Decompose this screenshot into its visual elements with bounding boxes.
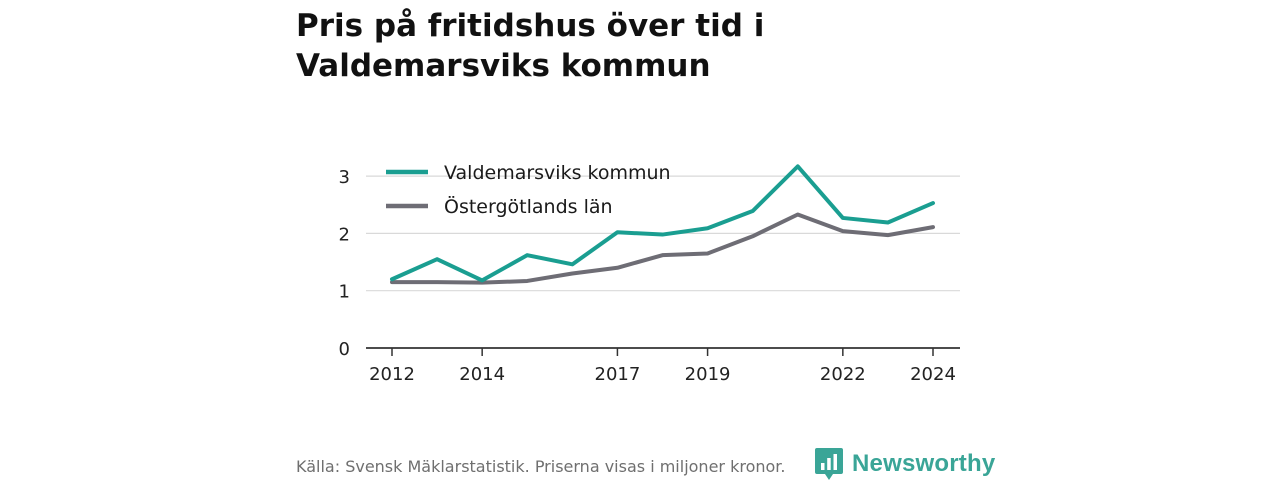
brand-logo[interactable]: Newsworthy [814,446,995,482]
legend-label-2: Östergötlands län [444,195,613,218]
x-tick-label-2017: 2017 [595,364,641,385]
series-line-1 [390,164,935,283]
x-tick-label-2012: 2012 [369,364,415,385]
x-tick-label-2024: 2024 [910,364,956,385]
brand-name: Newsworthy [852,450,996,477]
legend: Valdemarsviks kommun Östergötlands län [386,162,671,218]
line-chart: 0 1 2 3 2012 2014 2017 2019 2022 2024 Valdemarsvi… [339,162,960,385]
source-note: Källa: Svensk Mäklarstatistik. Priserna … [296,457,786,476]
y-tick-label-2: 2 [339,224,350,245]
legend-label-1: Valdemarsviks kommun [444,162,671,184]
series-line-2 [390,212,935,285]
series-lines [390,164,935,285]
x-tick-label-2022: 2022 [820,364,866,385]
newsworthy-logo-icon [815,448,843,480]
y-tick-label-1: 1 [339,282,350,303]
chart-title: Pris på fritidshus över tid i Valdemarsv… [296,8,765,84]
y-tick-label-0: 0 [339,339,350,360]
y-tick-label-3: 3 [339,167,350,188]
axes: 0 1 2 3 2012 2014 2017 2019 2022 2024 [339,167,960,385]
x-tick-label-2014: 2014 [459,364,505,385]
x-tick-label-2019: 2019 [685,364,731,385]
